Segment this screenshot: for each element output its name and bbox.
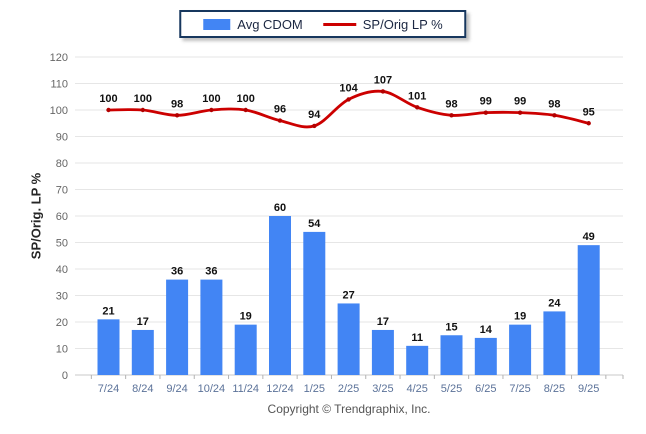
line-value-label: 104 (339, 82, 358, 94)
bar-value-label: 11 (411, 332, 423, 344)
bar-value-label: 15 (445, 321, 457, 333)
y-tick-label: 110 (50, 79, 68, 91)
line-point (106, 107, 111, 113)
bar-value-label: 17 (137, 316, 149, 328)
line-value-label: 98 (171, 98, 183, 110)
y-axis-title: SP/Orig. LP % (28, 172, 44, 260)
bar (269, 216, 291, 375)
bar-value-label: 19 (514, 311, 526, 323)
bar-value-label: 49 (583, 231, 595, 243)
line-value-label: 107 (374, 74, 392, 86)
x-tick-label: 9/25 (578, 383, 599, 395)
x-tick-label: 12/24 (266, 383, 294, 395)
x-tick-label: 3/25 (372, 383, 393, 395)
line-value-label: 100 (99, 93, 117, 105)
bar-value-label: 54 (308, 218, 321, 230)
x-tick-label: 2/25 (338, 383, 359, 395)
x-tick-label: 9/24 (166, 383, 187, 395)
legend-label-sp-orig-lp: SP/Orig LP % (362, 16, 443, 32)
line-point (552, 113, 557, 118)
x-tick-label: 7/24 (98, 383, 119, 395)
x-tick-label: 4/25 (406, 383, 427, 395)
bar (337, 303, 360, 375)
x-tick-label: 7/25 (509, 383, 530, 395)
line-value-label: 99 (514, 96, 526, 108)
y-tick-label: 60 (56, 211, 68, 223)
bar (577, 245, 600, 375)
bar-value-label: 21 (102, 305, 114, 317)
y-tick-label: 40 (56, 264, 68, 276)
line-value-label: 98 (548, 98, 560, 110)
bar (234, 324, 257, 375)
bar-value-label: 14 (480, 324, 493, 336)
line-series-swatch-icon (322, 22, 356, 26)
x-tick-label: 10/24 (198, 383, 226, 395)
line-point (312, 123, 317, 129)
line-point (483, 110, 488, 115)
line-point (586, 121, 591, 126)
bar (440, 335, 463, 375)
line-value-label: 95 (583, 106, 595, 118)
y-tick-label: 90 (56, 132, 68, 144)
y-tick-label: 0 (62, 370, 68, 382)
bar (474, 337, 497, 375)
line-point (209, 107, 214, 113)
bar-value-label: 24 (548, 297, 561, 309)
bar (543, 311, 566, 375)
x-tick-label: 8/25 (544, 383, 565, 395)
copyright-text: Copyright © Trendgraphix, Inc. (267, 402, 431, 416)
line-point (380, 89, 386, 94)
bar (303, 231, 326, 375)
x-tick-label: 11/24 (232, 383, 259, 395)
y-tick-label: 70 (56, 185, 68, 197)
line-value-label: 100 (134, 93, 152, 105)
line-point (277, 118, 283, 123)
bar (97, 319, 120, 375)
line-value-label: 96 (274, 104, 286, 116)
bar (131, 329, 154, 375)
bar-value-label: 27 (342, 289, 354, 301)
chart-legend: Avg CDOM SP/Orig LP % (179, 10, 467, 38)
x-tick-label: 6/25 (475, 383, 496, 395)
y-tick-label: 100 (50, 105, 68, 117)
line-point (449, 113, 454, 118)
legend-item-sp-orig-lp: SP/Orig LP % (322, 16, 443, 32)
y-tick-label: 10 (56, 344, 68, 356)
bar (406, 345, 429, 375)
y-tick-label: 80 (56, 158, 68, 170)
line-point (243, 107, 248, 113)
bar-value-label: 19 (240, 311, 252, 323)
x-tick-label: 8/24 (132, 383, 153, 395)
bar (371, 329, 394, 375)
line-value-label: 94 (308, 109, 321, 121)
bar-value-label: 36 (171, 266, 183, 278)
line-point (517, 110, 523, 115)
bar-series-swatch-icon (203, 18, 231, 30)
bar-value-label: 60 (274, 202, 286, 214)
line-value-label: 100 (237, 93, 255, 105)
line-point (174, 113, 180, 118)
x-tick-label: 5/25 (441, 383, 462, 395)
legend-label-avg-cdom: Avg CDOM (237, 16, 303, 32)
line-point (415, 105, 420, 110)
bar (200, 279, 223, 375)
line-value-label: 98 (445, 98, 457, 110)
y-tick-label: 20 (56, 317, 68, 329)
line-point (140, 107, 145, 113)
line-value-label: 101 (408, 90, 426, 102)
bar-value-label: 36 (205, 266, 217, 278)
x-tick-label: 1/25 (304, 383, 325, 395)
bar-value-label: 17 (377, 316, 389, 328)
legend-item-avg-cdom: Avg CDOM (203, 17, 303, 32)
y-tick-label: 120 (50, 52, 68, 64)
line-value-label: 100 (202, 93, 220, 105)
bar (166, 279, 189, 375)
bar (509, 324, 532, 375)
line-value-label: 99 (480, 96, 492, 108)
y-tick-label: 30 (56, 291, 68, 303)
y-tick-label: 50 (56, 238, 68, 250)
line-point (346, 97, 351, 102)
